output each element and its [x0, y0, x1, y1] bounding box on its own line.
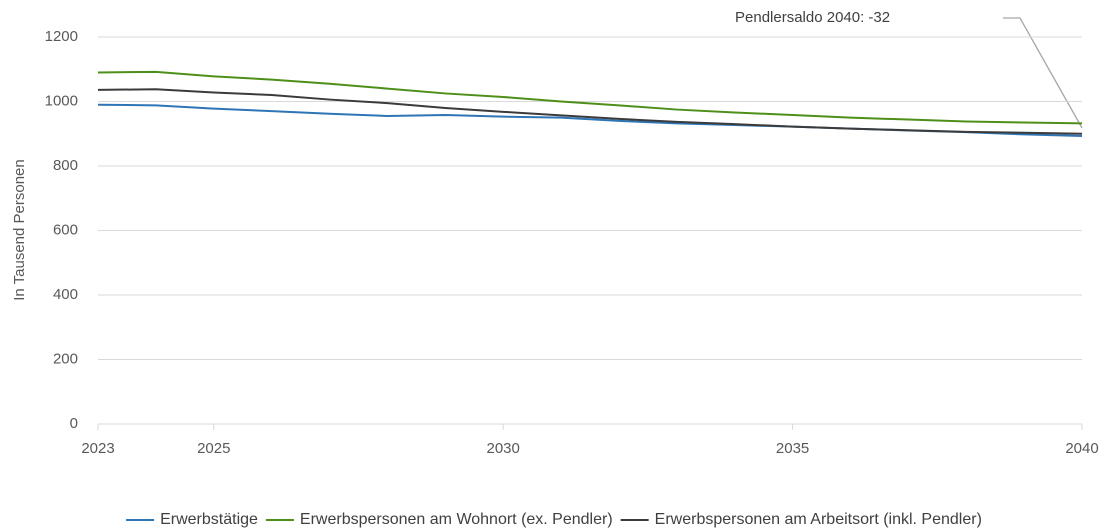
- line-series: [97, 70, 1083, 125]
- annotation-connector: [1003, 17, 1083, 129]
- y-tick-label: 1200: [45, 28, 78, 45]
- x-tick-label: 2040: [1065, 440, 1098, 457]
- legend-label: Erwerbstätige: [160, 511, 258, 528]
- y-tick-label: 600: [53, 221, 78, 238]
- x-tick-label: 2035: [776, 440, 809, 457]
- y-tick-label: 400: [53, 286, 78, 303]
- line-series: [97, 88, 1083, 135]
- x-tick-label: 2030: [486, 440, 519, 457]
- x-tick-label: 2023: [81, 440, 114, 457]
- y-tick-label: 200: [53, 350, 78, 367]
- y-tick-label: 1000: [45, 92, 78, 109]
- x-tick-label: 2025: [197, 440, 230, 457]
- legend-label: Erwerbspersonen am Arbeitsort (inkl. Pen…: [655, 511, 982, 528]
- legend-label: Erwerbspersonen am Wohnort (ex. Pendler): [300, 511, 613, 528]
- y-tick-label: 0: [70, 415, 78, 432]
- y-axis-label: In Tausend Personen: [11, 159, 28, 301]
- annotation: Pendlersaldo 2040: -32: [735, 9, 890, 26]
- y-tick-label: 800: [53, 157, 78, 174]
